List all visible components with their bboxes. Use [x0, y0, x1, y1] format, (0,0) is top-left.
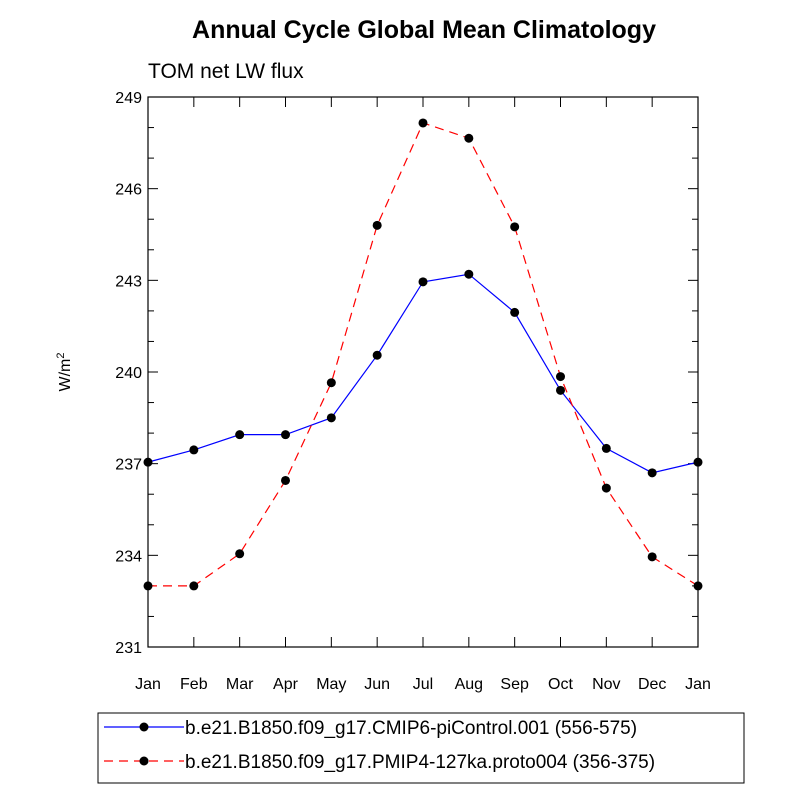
y-tick-label: 237	[115, 457, 142, 474]
data-point	[143, 581, 153, 591]
x-tick-label: Jan	[135, 676, 161, 693]
data-point	[281, 475, 290, 485]
x-tick-label: Jul	[413, 676, 433, 693]
legend-entry: b.e21.B1850.f09_g17.PMIP4-127ka.proto004…	[185, 752, 655, 773]
data-point	[189, 445, 199, 455]
data-point	[556, 385, 565, 395]
data-point	[235, 430, 245, 440]
legend-marker	[139, 756, 149, 766]
data-point	[418, 277, 428, 287]
data-point	[556, 372, 565, 382]
data-point	[372, 220, 382, 230]
x-tick-label: Jun	[364, 676, 390, 693]
chart-title: Annual Cycle Global Mean Climatology	[192, 16, 656, 44]
legend-box	[97, 712, 745, 784]
y-tick-label: 234	[115, 548, 142, 565]
data-point	[693, 457, 703, 467]
data-point	[326, 413, 336, 423]
y-tick-label: 246	[115, 182, 142, 199]
legend-marker	[139, 722, 149, 732]
x-tick-label: May	[316, 676, 346, 693]
data-point	[372, 350, 382, 360]
x-tick-label: Jan	[685, 676, 711, 693]
x-tick-label: Oct	[548, 676, 573, 693]
plot-frame	[147, 96, 699, 648]
data-point	[281, 430, 290, 440]
y-axis-label: W/m2	[55, 353, 74, 392]
data-point	[235, 549, 245, 559]
y-tick-label: 249	[115, 90, 142, 107]
data-point	[143, 457, 153, 467]
y-tick-label: 231	[115, 640, 142, 657]
data-point	[601, 443, 611, 453]
x-tick-label: Feb	[180, 676, 208, 693]
data-point	[647, 468, 657, 478]
legend: b.e21.B1850.f09_g17.CMIP6-piControl.001 …	[97, 712, 745, 784]
data-point	[464, 133, 474, 143]
x-tick-label: Sep	[500, 676, 529, 693]
x-tick-label: Nov	[592, 676, 620, 693]
data-point	[464, 269, 474, 279]
data-point	[647, 552, 657, 562]
data-point	[510, 222, 520, 232]
chart-subtitle: TOM net LW flux	[148, 60, 304, 83]
data-point	[510, 307, 520, 317]
legend-entry: b.e21.B1850.f09_g17.CMIP6-piControl.001 …	[185, 718, 637, 739]
data-point	[189, 581, 199, 591]
series-line	[147, 273, 699, 474]
data-point	[418, 118, 428, 128]
series-layer	[143, 118, 703, 591]
x-tick-label: Apr	[273, 676, 299, 693]
y-tick-label: 243	[115, 273, 142, 290]
x-tick-label: Aug	[455, 676, 483, 693]
y-tick-label: 240	[115, 365, 142, 382]
x-tick-label: Dec	[638, 676, 666, 693]
data-point	[693, 581, 703, 591]
x-tick-label: Mar	[226, 676, 254, 693]
axis-ticks: 231 234 237 240 243 246 249 Jan Feb Mar Apr May Jun J…	[115, 90, 711, 693]
series-line	[148, 122, 699, 587]
data-point	[326, 378, 336, 388]
data-point	[601, 483, 611, 493]
